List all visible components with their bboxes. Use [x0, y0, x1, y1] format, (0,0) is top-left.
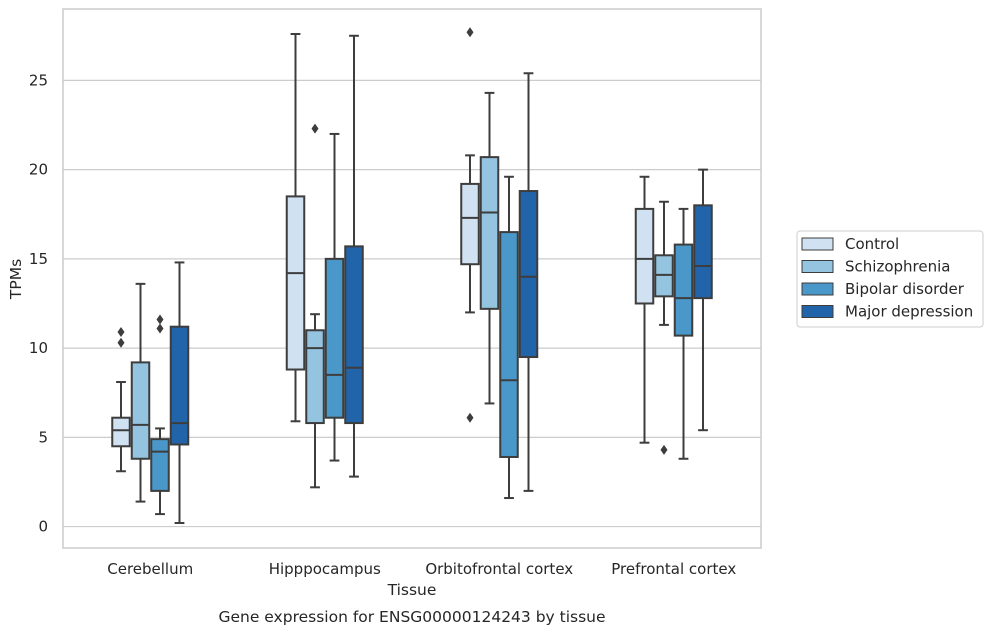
box-plot-chart: 0 5 10 15 20 25 Cerebellum Hipppocampus Orbitof… — [0, 0, 993, 634]
box-iqr — [636, 209, 654, 304]
y-tick-label: 20 — [29, 161, 48, 179]
y-tick-label: 0 — [38, 518, 48, 536]
legend-swatch — [802, 283, 833, 295]
legend-swatch — [802, 306, 833, 318]
legend: Control Schizophrenia Bipolar disorder Majo… — [797, 231, 983, 327]
y-tick-label: 25 — [29, 71, 48, 89]
x-axis-label: Tissue — [387, 581, 437, 599]
chart-title: Gene expression for ENSG00000124243 by t… — [218, 608, 605, 626]
legend-label: Schizophrenia — [845, 258, 950, 276]
box-iqr — [675, 245, 693, 336]
box-iqr — [326, 259, 344, 418]
y-tick-label: 10 — [29, 339, 48, 357]
x-tick-label: Hipppocampus — [269, 560, 381, 578]
box-iqr — [112, 418, 130, 447]
box-iqr — [171, 327, 189, 445]
box-iqr — [151, 439, 169, 491]
legend-label: Bipolar disorder — [845, 280, 965, 298]
legend-label: Control — [845, 235, 899, 253]
box-iqr — [132, 362, 150, 458]
box-iqr — [306, 330, 324, 423]
legend-swatch — [802, 238, 833, 250]
x-tick-label: Orbitofrontal cortex — [425, 560, 573, 578]
y-tick-label: 15 — [29, 250, 48, 268]
y-axis-label: TPMs — [7, 259, 25, 300]
box-iqr — [481, 157, 499, 309]
legend-label: Major depression — [845, 303, 973, 321]
x-tick-label: Cerebellum — [107, 560, 193, 578]
box-iqr — [287, 196, 305, 369]
legend-swatch — [802, 261, 833, 273]
box-iqr — [694, 205, 712, 298]
y-tick-label: 5 — [38, 428, 48, 446]
box-iqr — [461, 184, 479, 264]
x-tick-label: Prefrontal cortex — [611, 560, 736, 578]
box-iqr — [500, 232, 518, 457]
box-iqr — [520, 191, 538, 357]
box-iqr — [345, 246, 363, 423]
